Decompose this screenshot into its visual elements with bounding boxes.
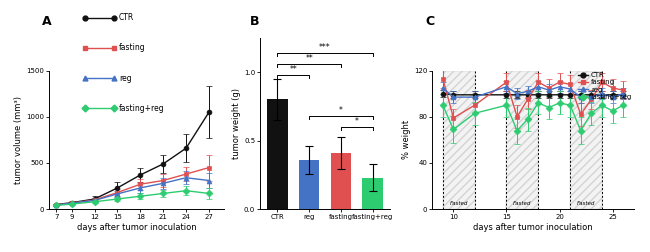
Y-axis label: tumor weight (g): tumor weight (g) (232, 88, 241, 159)
Bar (299, 160, 319, 209)
Bar (506, 71, 538, 209)
Text: fasting+reg: fasting+reg (119, 104, 164, 113)
Y-axis label: tumor volume (mm³): tumor volume (mm³) (14, 96, 23, 184)
Y-axis label: % weight: % weight (402, 120, 411, 160)
Text: *: * (355, 117, 359, 126)
Bar (570, 71, 602, 209)
Text: Fasted: Fasted (577, 201, 595, 206)
Text: reg: reg (119, 74, 131, 83)
Text: *: * (339, 106, 343, 115)
Bar (331, 153, 351, 209)
Text: fasting: fasting (119, 43, 146, 52)
Bar (570, 71, 602, 209)
Bar (443, 71, 474, 209)
X-axis label: days after tumor inoculation: days after tumor inoculation (473, 223, 593, 232)
Bar (570, 71, 602, 209)
Text: A: A (42, 15, 52, 28)
Bar (267, 100, 288, 209)
Bar (506, 71, 538, 209)
Text: CTR: CTR (119, 13, 134, 22)
Bar (362, 178, 383, 209)
X-axis label: days after tumor inoculation: days after tumor inoculation (77, 223, 196, 232)
Text: Fasted: Fasted (450, 201, 468, 206)
Text: Fasted: Fasted (514, 201, 532, 206)
Legend: CTR, fasting, reg, fasting+reg: CTR, fasting, reg, fasting+reg (578, 72, 632, 100)
Text: C: C (426, 15, 435, 28)
Bar (443, 71, 474, 209)
Text: B: B (250, 15, 260, 28)
Bar (443, 71, 474, 209)
Text: ***: *** (319, 43, 331, 52)
Text: **: ** (289, 65, 297, 74)
Text: **: ** (306, 54, 313, 63)
Bar (506, 71, 538, 209)
